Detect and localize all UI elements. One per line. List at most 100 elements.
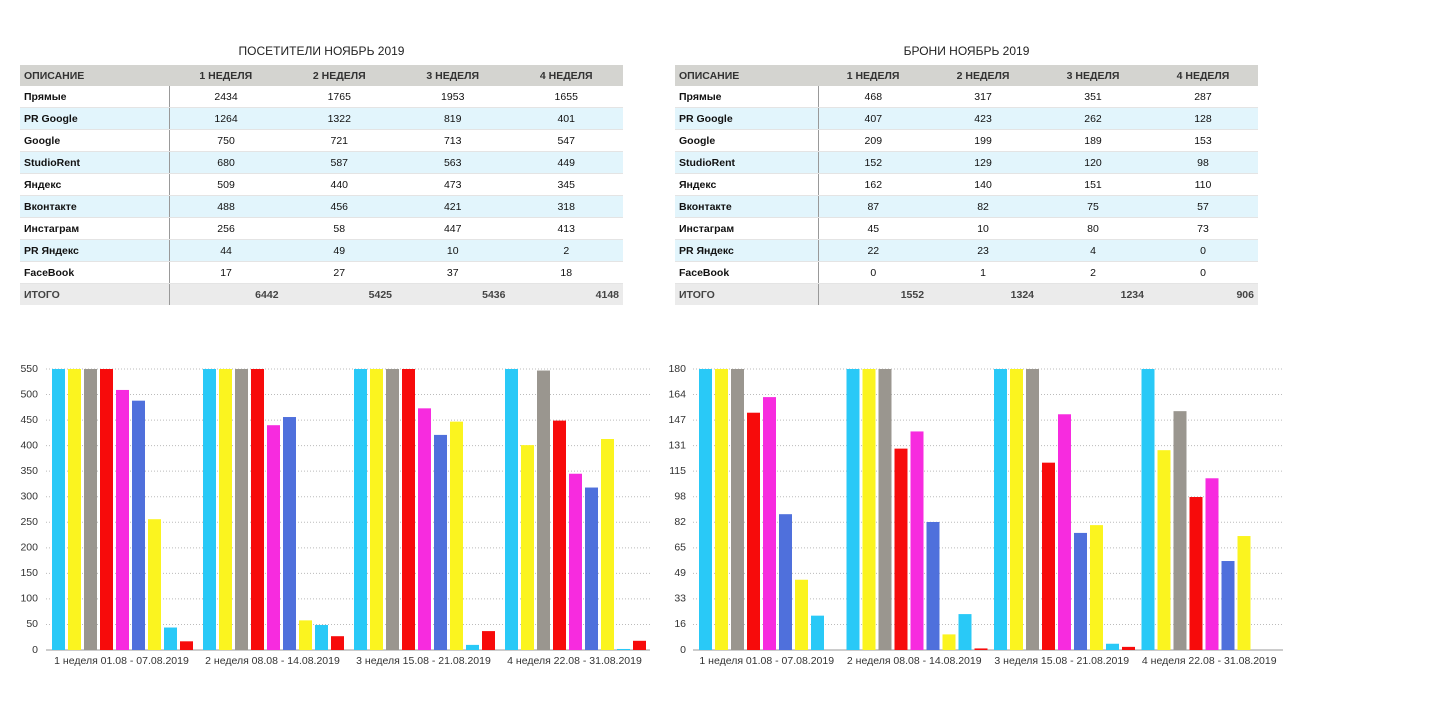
cell: 98 bbox=[1147, 151, 1258, 174]
cell: 262 bbox=[1038, 107, 1148, 130]
y-tick-label: 147 bbox=[668, 414, 686, 426]
row-label: Яндекс bbox=[20, 173, 170, 196]
y-tick-label: 550 bbox=[20, 363, 38, 375]
bar bbox=[537, 370, 550, 650]
row-label: StudioRent bbox=[675, 151, 819, 174]
cell: 209 bbox=[818, 129, 929, 152]
cell: 1765 bbox=[282, 86, 396, 108]
cell: 317 bbox=[928, 86, 1039, 108]
x-tick-label: 3 неделя 15.08 - 21.08.2019 bbox=[994, 655, 1129, 667]
table-row: StudioRent 152 129 120 98 bbox=[675, 151, 1258, 174]
column-header: ОПИСАНИЕ bbox=[20, 65, 170, 86]
bar bbox=[1122, 646, 1135, 650]
cell: 449 bbox=[509, 151, 623, 174]
bar bbox=[132, 400, 145, 650]
cell: 468 bbox=[818, 86, 929, 108]
bar bbox=[585, 487, 598, 650]
bar bbox=[633, 640, 646, 650]
cell: 1322 bbox=[282, 107, 396, 130]
row-label: Прямые bbox=[20, 86, 170, 108]
row-label: FaceBook bbox=[20, 261, 170, 284]
y-tick-label: 50 bbox=[26, 618, 38, 630]
x-tick-label: 2 неделя 08.08 - 14.08.2019 bbox=[205, 655, 340, 667]
bar bbox=[617, 648, 630, 650]
total-row: ИТОГО 1552 1324 1234 906 bbox=[675, 283, 1258, 305]
cell: 58 bbox=[282, 217, 396, 240]
table-row: Яндекс 162 140 151 110 bbox=[675, 173, 1258, 196]
column-header: 3 НЕДЕЛЯ bbox=[396, 65, 510, 86]
data-table: ОПИСАНИЕ 1 НЕДЕЛЯ 2 НЕДЕЛЯ 3 НЕДЕЛЯ 4 НЕДЕЛЯ… bbox=[675, 65, 1258, 305]
bar bbox=[1221, 561, 1235, 650]
row-label: Google bbox=[675, 129, 819, 152]
bar bbox=[354, 369, 367, 650]
bar bbox=[235, 369, 248, 650]
cell: 37 bbox=[396, 261, 510, 284]
cell: 0 bbox=[1147, 239, 1258, 262]
cell: 10 bbox=[396, 239, 510, 262]
cell: 23 bbox=[928, 239, 1039, 262]
cell: 351 bbox=[1038, 86, 1148, 108]
table-row: PR Google 407 423 262 128 bbox=[675, 107, 1258, 130]
cell: 49 bbox=[282, 239, 396, 262]
cell: 82 bbox=[928, 195, 1039, 218]
row-label: Google bbox=[20, 129, 170, 152]
bar bbox=[370, 369, 383, 650]
cell: 129 bbox=[928, 151, 1039, 174]
bar bbox=[1205, 478, 1219, 650]
bar bbox=[267, 425, 280, 650]
cell: 199 bbox=[928, 129, 1039, 152]
bar bbox=[52, 369, 65, 650]
bar bbox=[283, 417, 296, 650]
column-header: 1 НЕДЕЛЯ bbox=[169, 65, 283, 86]
total-cell: 1552 bbox=[818, 283, 929, 305]
cell: 140 bbox=[928, 173, 1039, 196]
table-row: Инстаграм 256 58 447 413 bbox=[20, 217, 623, 240]
cell: 287 bbox=[1147, 86, 1258, 108]
cell: 1 bbox=[928, 261, 1039, 284]
cell: 17 bbox=[169, 261, 283, 284]
bar bbox=[466, 644, 479, 650]
cell: 1655 bbox=[509, 86, 623, 108]
y-tick-label: 400 bbox=[20, 439, 38, 451]
total-label: ИТОГО bbox=[20, 283, 170, 305]
y-tick-label: 82 bbox=[674, 516, 686, 528]
total-cell: 5425 bbox=[282, 283, 396, 305]
bar bbox=[779, 514, 792, 650]
table-row: PR Яндекс 44 49 10 2 bbox=[20, 239, 623, 262]
cell: 488 bbox=[169, 195, 283, 218]
bar bbox=[1237, 536, 1251, 650]
column-header: ОПИСАНИЕ bbox=[675, 65, 819, 86]
bar bbox=[1141, 369, 1155, 650]
bar bbox=[203, 369, 216, 650]
total-label: ИТОГО bbox=[675, 283, 819, 305]
cell: 4 bbox=[1038, 239, 1148, 262]
cell: 563 bbox=[396, 151, 510, 174]
table-row: Google 209 199 189 153 bbox=[675, 129, 1258, 152]
row-label: PR Google bbox=[675, 107, 819, 130]
bar bbox=[958, 614, 972, 650]
table-title: БРОНИ НОЯБРЬ 2019 bbox=[903, 44, 1030, 58]
bar bbox=[299, 620, 312, 650]
row-label: Прямые bbox=[675, 86, 819, 108]
bar bbox=[1106, 643, 1119, 650]
cell: 401 bbox=[509, 107, 623, 130]
table-row: PR Google 1264 1322 819 401 bbox=[20, 107, 623, 130]
table-row: Google 750 721 713 547 bbox=[20, 129, 623, 152]
bar bbox=[402, 369, 415, 650]
bar bbox=[148, 519, 161, 650]
row-label: StudioRent bbox=[20, 151, 170, 174]
bar bbox=[553, 420, 566, 650]
cell: 2434 bbox=[169, 86, 283, 108]
column-header: 1 НЕДЕЛЯ bbox=[818, 65, 929, 86]
bar bbox=[862, 369, 876, 650]
cell: 440 bbox=[282, 173, 396, 196]
cell: 256 bbox=[169, 217, 283, 240]
bar bbox=[942, 634, 956, 650]
cell: 73 bbox=[1147, 217, 1258, 240]
row-label: Вконтакте bbox=[675, 195, 819, 218]
cell: 22 bbox=[818, 239, 929, 262]
x-tick-label: 2 неделя 08.08 - 14.08.2019 bbox=[847, 655, 982, 667]
y-tick-label: 65 bbox=[674, 542, 686, 554]
